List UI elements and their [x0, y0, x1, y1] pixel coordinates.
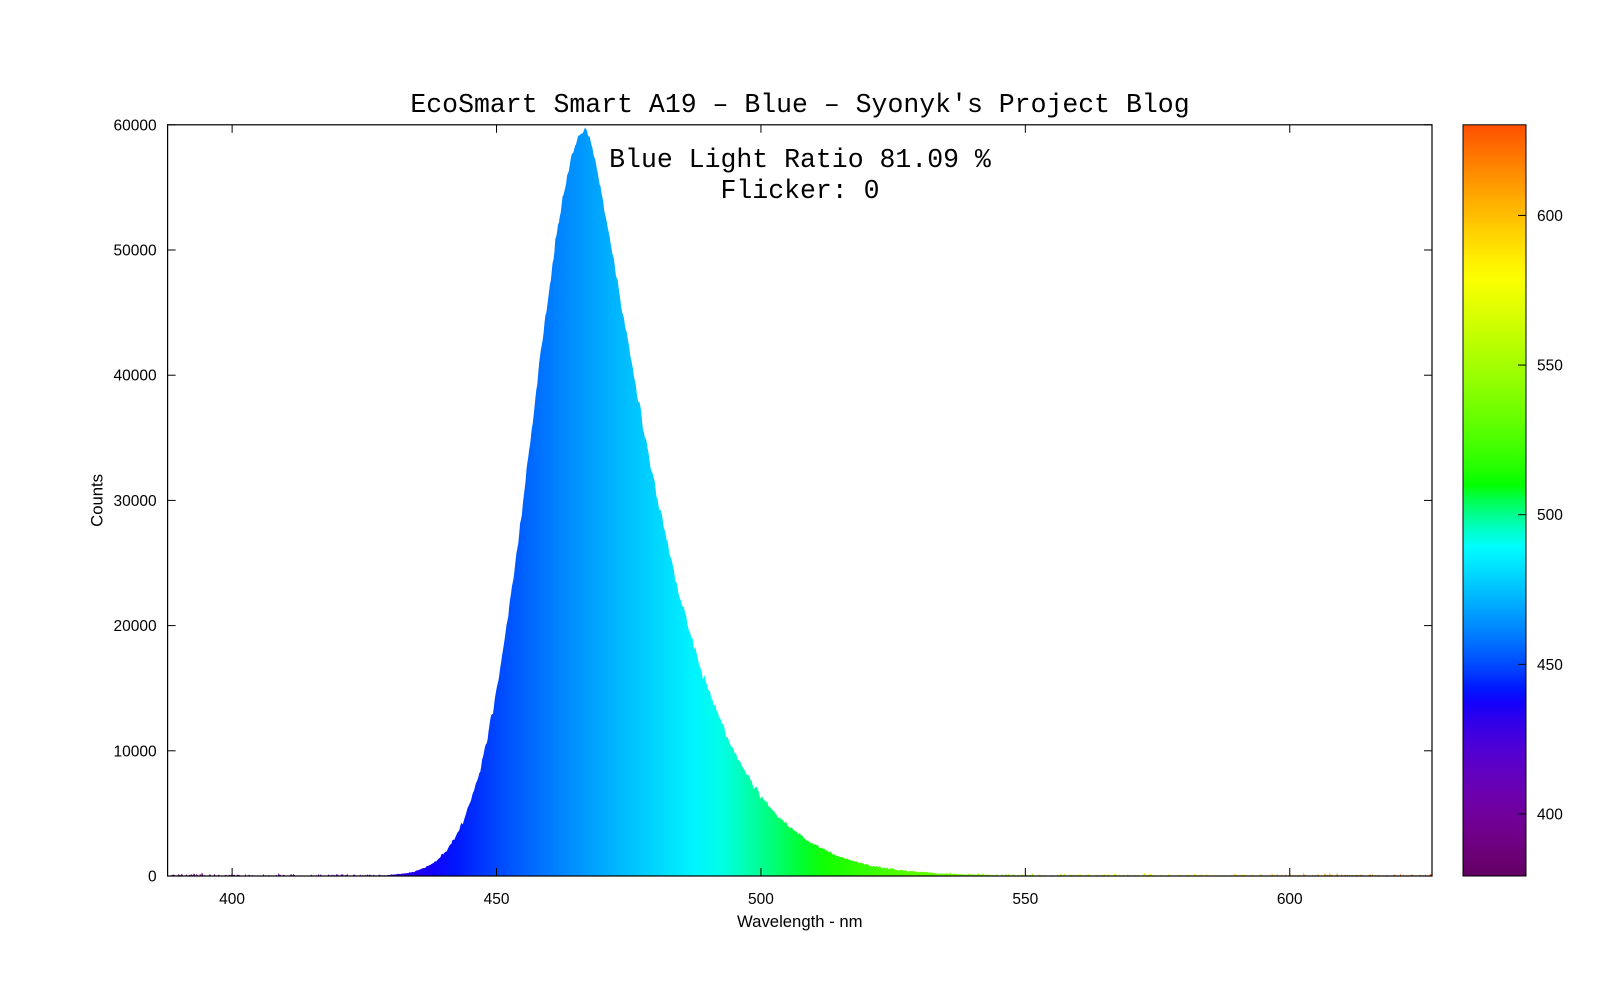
svg-text:50000: 50000	[113, 243, 156, 260]
svg-text:400: 400	[1537, 806, 1563, 823]
svg-text:Wavelength - nm: Wavelength - nm	[737, 912, 863, 931]
svg-text:0: 0	[148, 869, 157, 886]
svg-text:Flicker: 0: Flicker: 0	[720, 176, 879, 206]
svg-text:400: 400	[219, 891, 245, 908]
svg-text:450: 450	[1537, 657, 1563, 674]
svg-text:500: 500	[1537, 507, 1563, 524]
svg-text:10000: 10000	[113, 743, 156, 760]
svg-text:450: 450	[484, 891, 510, 908]
svg-text:600: 600	[1537, 208, 1563, 225]
svg-text:500: 500	[748, 891, 774, 908]
svg-text:600: 600	[1277, 891, 1303, 908]
svg-text:550: 550	[1537, 358, 1563, 375]
svg-text:40000: 40000	[113, 368, 156, 385]
svg-text:Counts: Counts	[88, 474, 107, 527]
svg-text:Blue Light Ratio 81.09 %: Blue Light Ratio 81.09 %	[609, 145, 991, 175]
svg-text:550: 550	[1012, 891, 1038, 908]
svg-text:30000: 30000	[113, 493, 156, 510]
svg-text:20000: 20000	[113, 618, 156, 635]
svg-text:EcoSmart Smart A19 – Blue – Sy: EcoSmart Smart A19 – Blue – Syonyk's Pro…	[410, 90, 1189, 120]
svg-text:60000: 60000	[113, 117, 156, 134]
